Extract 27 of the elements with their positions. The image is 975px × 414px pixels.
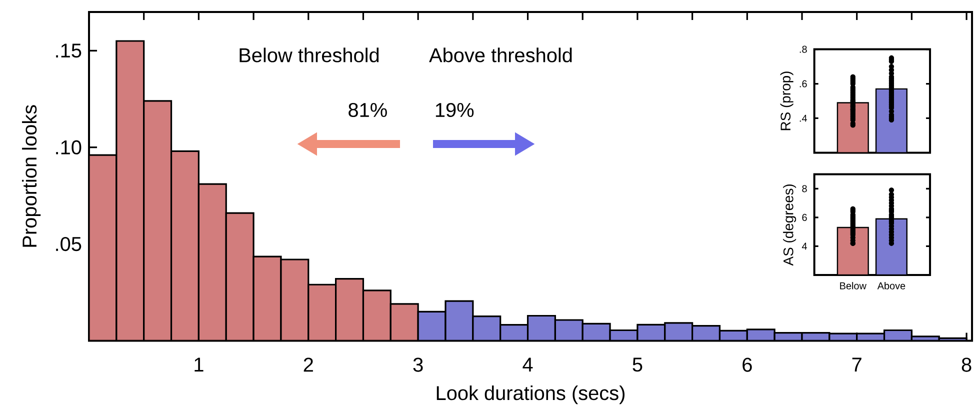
annotation: 81%: [348, 102, 387, 118]
x-tick-label: Below: [840, 282, 866, 290]
x-tick-label: 1: [194, 358, 204, 372]
y-tick-label: .6: [800, 80, 807, 88]
x-tick-label: 4: [522, 358, 533, 372]
y-tick-label: .15: [56, 44, 82, 58]
annotation: Below threshold: [240, 48, 379, 62]
x-axis-title: Look durations (secs): [436, 386, 624, 404]
y-tick-label: .8: [800, 46, 807, 53]
x-tick-label: 6: [742, 358, 752, 372]
x-tick-label: 3: [413, 358, 423, 372]
y-axis-title: AS (degrees): [783, 184, 796, 266]
y-tick-label: 6: [802, 214, 807, 221]
x-tick-label: Above: [877, 282, 906, 290]
x-tick-label: 5: [632, 358, 642, 372]
y-axis-title: RS (prop): [780, 72, 794, 130]
y-tick-label: .05: [56, 236, 82, 252]
x-tick-label: 8: [962, 358, 972, 372]
annotation: 19%: [436, 102, 474, 118]
y-tick-label: .4: [800, 114, 807, 122]
x-tick-label: 2: [304, 358, 313, 372]
y-axis-title: Proportion looks: [22, 105, 41, 247]
y-tick-label: .10: [56, 140, 82, 154]
x-tick-label: 7: [852, 358, 862, 372]
annotation: Above threshold: [429, 48, 572, 62]
y-tick-label: 4: [802, 242, 807, 250]
y-tick-label: 8: [802, 185, 807, 192]
